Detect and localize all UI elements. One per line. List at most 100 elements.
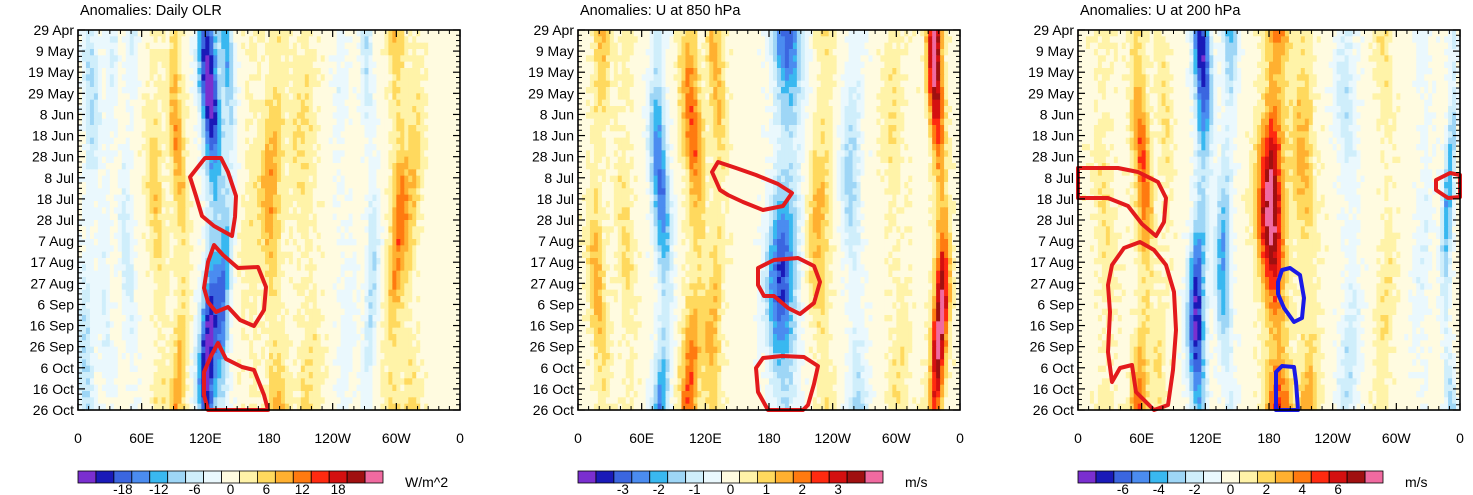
heatmap-cell <box>165 36 171 44</box>
heatmap-cell <box>432 289 437 297</box>
heatmap-cell <box>93 308 99 316</box>
heatmap-cell <box>388 74 393 82</box>
heatmap-cell <box>157 175 163 183</box>
heatmap-cell <box>416 182 421 189</box>
heatmap-cell <box>193 125 198 132</box>
heatmap-cell <box>81 226 87 234</box>
heatmap-cell <box>344 112 350 120</box>
heatmap-cell <box>225 334 230 341</box>
heatmap-cell <box>193 226 198 234</box>
heatmap-cell <box>404 321 409 329</box>
heatmap-cell <box>137 30 143 37</box>
heatmap-cell <box>288 251 294 259</box>
heatmap-cell <box>225 239 230 246</box>
heatmap-cell <box>209 207 214 215</box>
heatmap-cell <box>109 30 115 37</box>
heatmap-cell <box>444 106 449 113</box>
heatmap-cell <box>380 30 385 37</box>
heatmap-cell <box>404 137 409 145</box>
heatmap-cell <box>97 270 103 278</box>
heatmap-cell <box>288 346 294 354</box>
heatmap-cell <box>145 125 151 132</box>
heatmap-cell <box>121 106 127 113</box>
heatmap-cell <box>249 201 254 208</box>
heatmap-cell <box>352 30 358 37</box>
heatmap-cell <box>129 144 135 151</box>
heatmap-cell <box>81 327 87 335</box>
heatmap-cell <box>157 270 163 278</box>
heatmap-cell <box>392 80 397 88</box>
heatmap-cell <box>213 264 218 272</box>
heatmap-cell <box>392 137 397 145</box>
heatmap-cell <box>312 106 318 113</box>
heatmap-cell <box>408 340 413 348</box>
heatmap-cell <box>356 226 362 234</box>
heatmap-cell <box>292 156 298 164</box>
heatmap-cell <box>360 118 366 126</box>
heatmap-cell <box>296 201 302 208</box>
heatmap-cell <box>269 68 274 75</box>
heatmap-cell <box>364 334 370 341</box>
heatmap-cell <box>97 239 103 246</box>
heatmap-cell <box>356 270 362 278</box>
heatmap-cell <box>149 302 155 310</box>
heatmap-cell <box>209 283 214 291</box>
heatmap-cell <box>316 68 322 75</box>
heatmap-cell <box>428 194 433 202</box>
heatmap-cell <box>352 302 358 310</box>
heatmap-cell <box>392 61 397 69</box>
heatmap-field <box>78 30 461 411</box>
heatmap-cell <box>101 118 107 126</box>
heatmap-cell <box>145 61 151 69</box>
heatmap-cell <box>356 321 362 329</box>
heatmap-cell <box>352 321 358 329</box>
heatmap-cell <box>133 74 139 82</box>
heatmap-cell <box>392 42 397 50</box>
heatmap-cell <box>193 61 198 69</box>
heatmap-cell <box>153 118 159 126</box>
heatmap-cell <box>245 74 250 82</box>
heatmap-cell <box>177 340 183 348</box>
heatmap-cell <box>360 353 366 360</box>
heatmap-cell <box>237 245 242 253</box>
heatmap-cell <box>177 99 183 107</box>
heatmap-cell <box>412 277 417 284</box>
heatmap-cell <box>424 144 429 151</box>
heatmap-cell <box>360 150 366 158</box>
heatmap-cell <box>81 359 87 367</box>
heatmap-cell <box>368 99 374 107</box>
heatmap-cell <box>189 340 194 348</box>
heatmap-cell <box>249 258 254 265</box>
heatmap-cell <box>388 277 393 284</box>
heatmap-cell <box>360 315 366 322</box>
heatmap-cell <box>81 245 87 253</box>
heatmap-cell <box>121 327 127 335</box>
heatmap-cell <box>117 302 123 310</box>
heatmap-cell <box>408 169 413 177</box>
heatmap-cell <box>269 156 274 164</box>
heatmap-cell <box>253 245 258 253</box>
heatmap-cell <box>245 118 250 126</box>
heatmap-cell <box>440 245 445 253</box>
heatmap-cell <box>161 36 167 44</box>
heatmap-cell <box>456 68 461 75</box>
heatmap-cell <box>448 144 453 151</box>
heatmap-cell <box>189 55 194 63</box>
heatmap-cell <box>253 175 258 183</box>
heatmap-cell <box>340 93 346 101</box>
heatmap-cell <box>400 61 405 69</box>
heatmap-cell <box>93 175 99 183</box>
heatmap-cell <box>392 321 397 329</box>
heatmap-cell <box>153 87 159 94</box>
heatmap-cell <box>316 112 322 120</box>
heatmap-cell <box>384 106 389 113</box>
heatmap-cell <box>245 61 250 69</box>
heatmap-cell <box>237 106 242 113</box>
heatmap-cell <box>261 55 266 63</box>
heatmap-cell <box>133 188 139 196</box>
heatmap-cell <box>292 321 298 329</box>
heatmap-cell <box>440 201 445 208</box>
heatmap-cell <box>169 270 175 278</box>
heatmap-cell <box>372 144 378 151</box>
heatmap-cell <box>308 156 314 164</box>
